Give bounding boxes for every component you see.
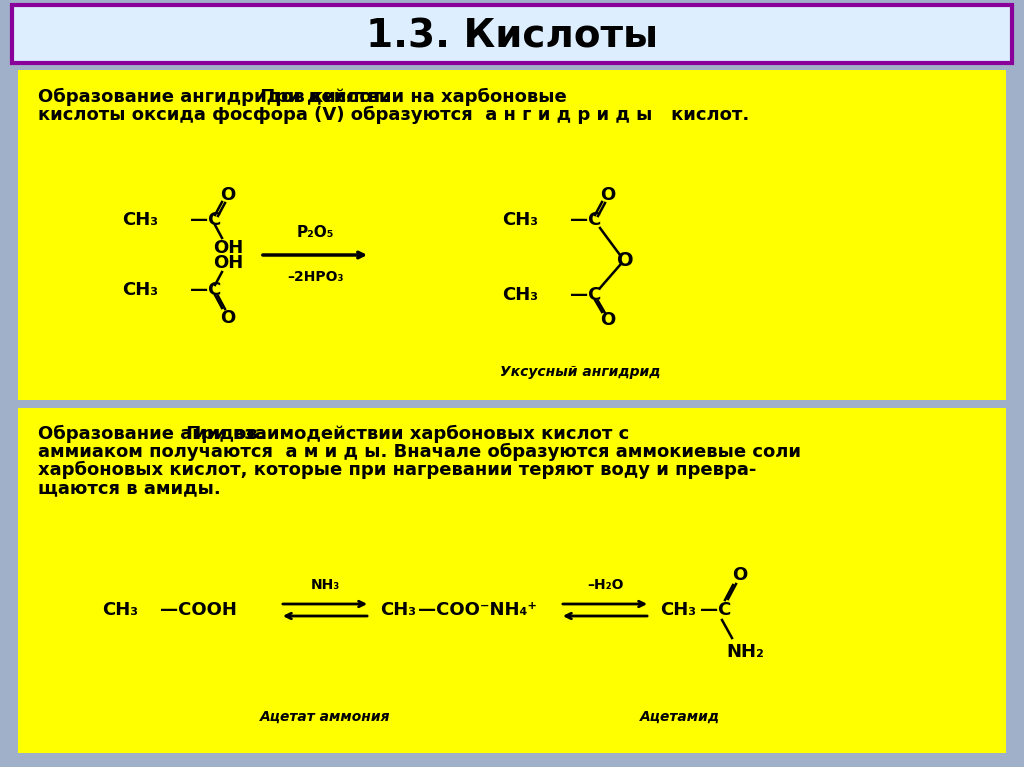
Text: Ацетат аммония: Ацетат аммония [260,710,390,724]
Text: При действии на харбоновые: При действии на харбоновые [254,88,566,106]
Text: —C: —C [570,286,601,304]
Text: O: O [732,566,748,584]
Text: —C: —C [570,211,601,229]
Text: O: O [220,186,236,204]
Text: CH₃: CH₃ [660,601,696,619]
Text: —C: —C [700,601,731,619]
Text: OH: OH [213,254,243,272]
Text: щаются в амиды.: щаются в амиды. [38,479,221,497]
Text: –H₂O: –H₂O [587,578,624,592]
Text: Образование амидов.: Образование амидов. [38,425,264,443]
Text: При взаимодействии харбоновых кислот с: При взаимодействии харбоновых кислот с [180,425,630,443]
Text: харбоновых кислот, которые при нагревании теряют воду и превра-: харбоновых кислот, которые при нагревани… [38,461,757,479]
Text: 1.3. Кислоты: 1.3. Кислоты [366,18,658,56]
Bar [12,5,1012,63]
Text: –2HPO₃: –2HPO₃ [287,270,343,284]
Text: —COOH: —COOH [160,601,237,619]
Text: CH₃: CH₃ [122,211,158,229]
Text: O: O [600,311,615,329]
Text: O: O [220,309,236,327]
Text: O: O [600,186,615,204]
Text: NH₂: NH₂ [726,643,764,661]
Bar [18,408,1006,753]
Text: CH₃: CH₃ [122,281,158,299]
Text: O: O [616,251,633,269]
Text: CH₃: CH₃ [380,601,416,619]
Text: NH₃: NH₃ [310,578,340,592]
Bar [18,70,1006,400]
Text: CH₃: CH₃ [102,601,138,619]
Text: кислоты оксида фосфора (V) образуются  а н г и д р и д ы   кислот.: кислоты оксида фосфора (V) образуются а … [38,106,750,124]
Text: P₂O₅: P₂O₅ [296,225,334,240]
Text: аммиаком получаются  а м и д ы. Вначале образуются аммокиевые соли: аммиаком получаются а м и д ы. Вначале о… [38,443,801,461]
Text: —COO⁻NH₄⁺: —COO⁻NH₄⁺ [418,601,537,619]
Text: Ацетамид: Ацетамид [640,710,720,724]
Text: OH: OH [213,239,243,257]
Text: —C: —C [190,281,221,299]
Text: CH₃: CH₃ [502,211,538,229]
Text: Образование ангидридов кислот.: Образование ангидридов кислот. [38,88,389,106]
Text: Уксусный ангидрид: Уксусный ангидрид [500,365,660,379]
Text: CH₃: CH₃ [502,286,538,304]
Text: —C: —C [190,211,221,229]
